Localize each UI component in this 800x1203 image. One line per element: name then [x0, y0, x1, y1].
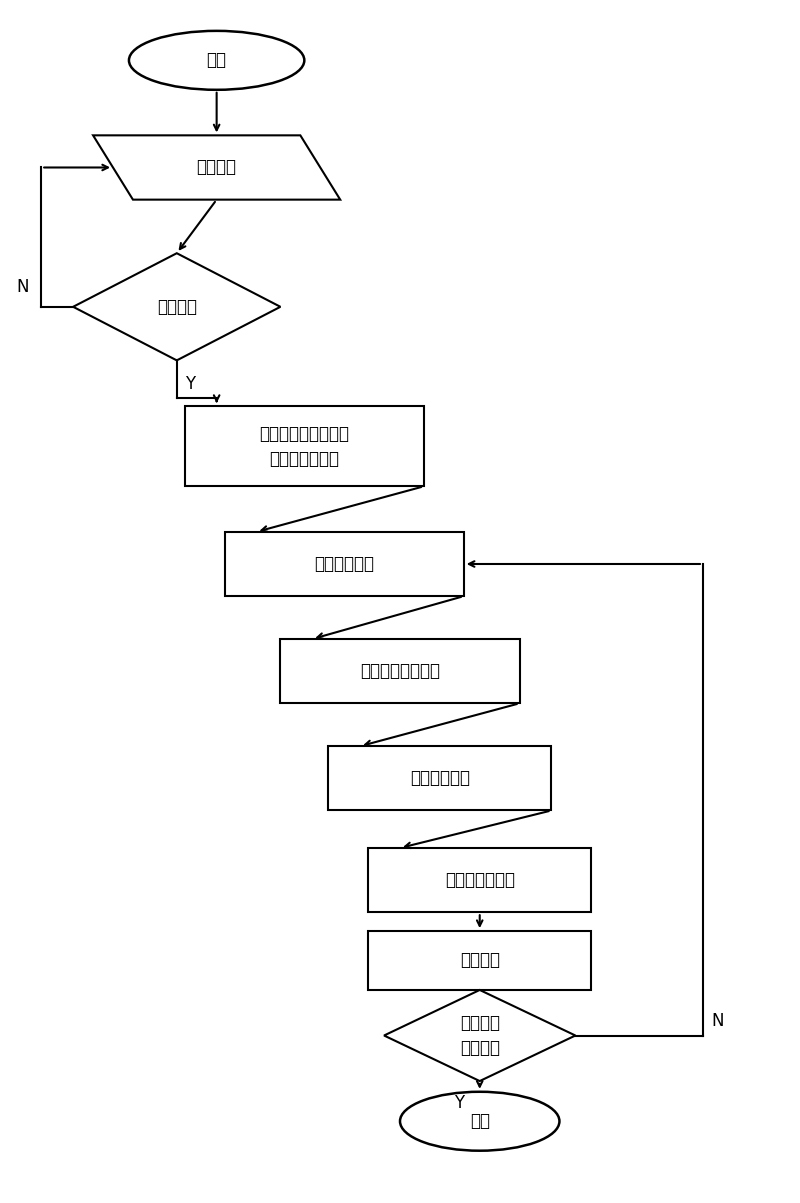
- Bar: [368, 848, 591, 912]
- Text: 投递、存储数据: 投递、存储数据: [445, 871, 514, 889]
- Text: 采集获取数据: 采集获取数据: [314, 555, 374, 573]
- Bar: [185, 405, 424, 486]
- Text: 业务规则校验数据: 业务规则校验数据: [360, 662, 440, 680]
- Text: 开始: 开始: [206, 52, 226, 70]
- Text: N: N: [711, 1012, 723, 1030]
- Text: Y: Y: [185, 374, 195, 392]
- Bar: [328, 746, 551, 811]
- Text: 获取采集源参数及轮
询地址参数信息: 获取采集源参数及轮 询地址参数信息: [259, 425, 350, 468]
- Polygon shape: [93, 136, 340, 200]
- Text: 记录日志: 记录日志: [460, 952, 500, 970]
- Text: 有无外部
停止命令: 有无外部 停止命令: [460, 1014, 500, 1057]
- Text: N: N: [17, 278, 30, 296]
- Bar: [368, 931, 591, 990]
- Text: 启动采集: 启动采集: [157, 298, 197, 316]
- Polygon shape: [384, 990, 575, 1081]
- Bar: [281, 639, 519, 704]
- Text: 结束: 结束: [470, 1113, 490, 1131]
- Text: 停启命令: 停启命令: [197, 159, 237, 177]
- Polygon shape: [73, 253, 281, 361]
- Bar: [225, 532, 464, 597]
- Text: 抽取转换数据: 抽取转换数据: [410, 769, 470, 787]
- Text: Y: Y: [454, 1094, 464, 1112]
